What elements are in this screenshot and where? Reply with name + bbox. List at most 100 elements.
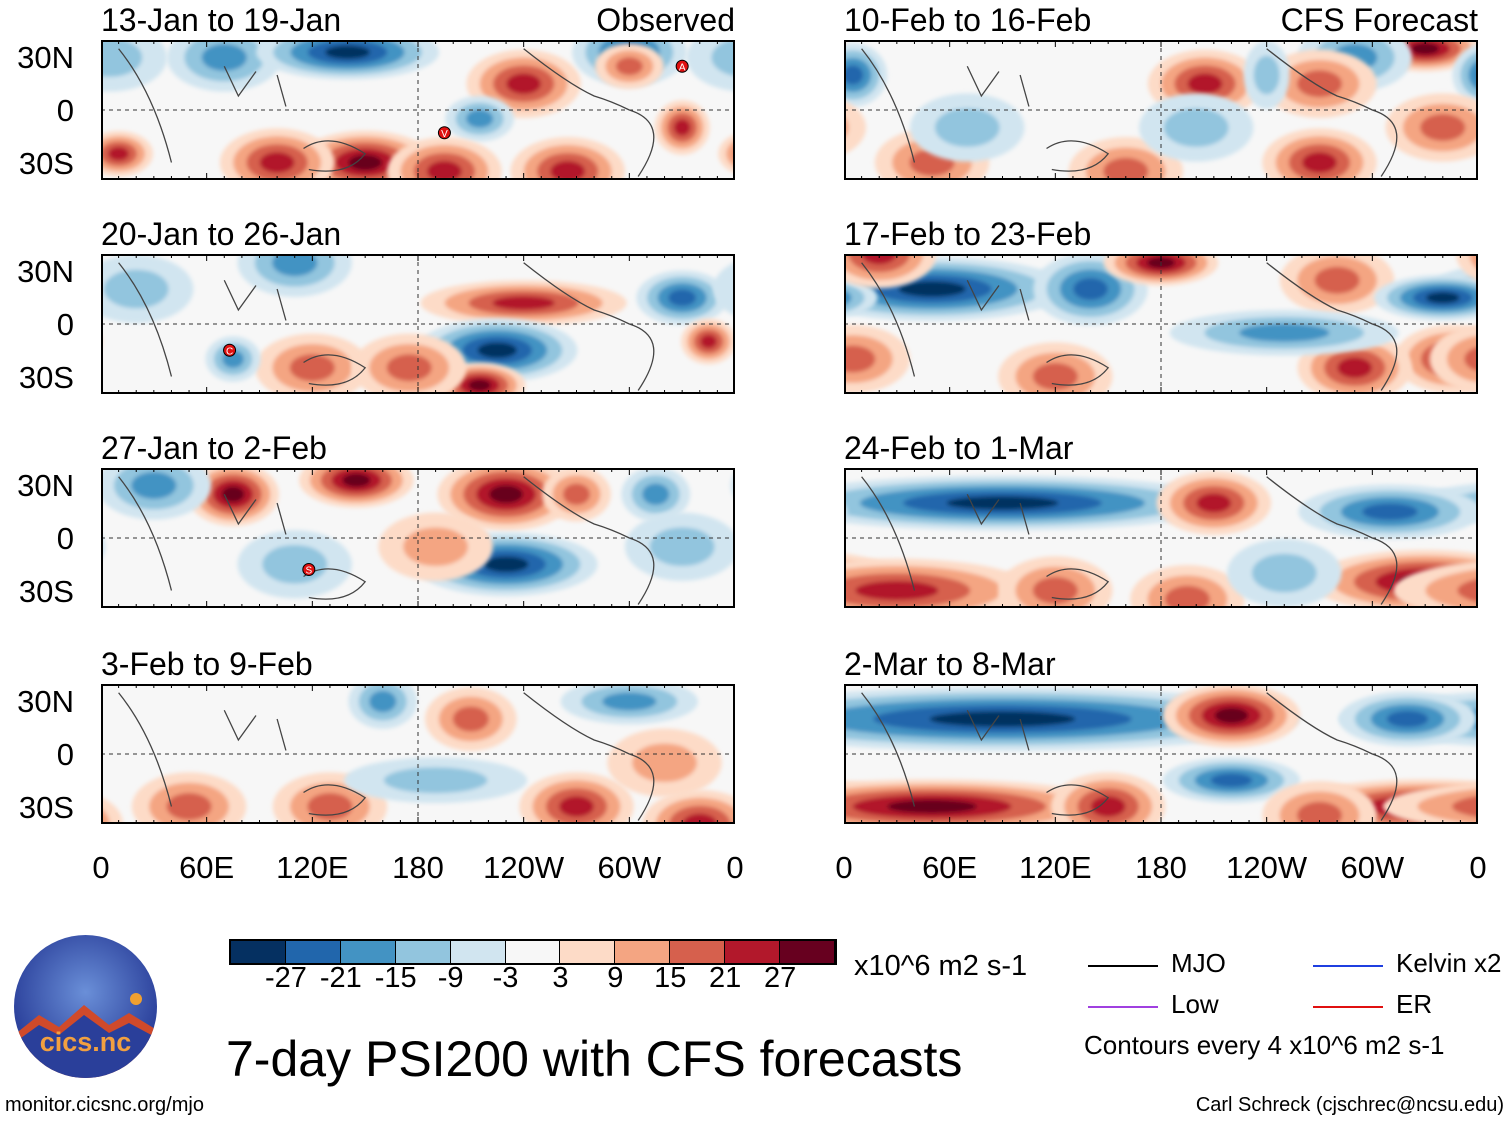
grid-overlay [844,254,1478,394]
logo-text: cics.nc [39,1027,132,1057]
panel-title: 17-Feb to 23-Feb [844,216,1092,252]
negative-anomaly [1162,757,1301,803]
positive-anomaly [1130,565,1245,608]
positive-anomaly [420,280,627,326]
negative-anomaly [844,43,1478,107]
lat-tick-label: 30N [17,468,74,503]
negative-anomaly [1338,691,1477,747]
lat-tick-label: 30S [18,790,74,825]
negative-anomaly [1243,40,1290,110]
panel-title: 13-Jan to 19-Jan [101,2,342,38]
negative-anomaly [101,468,735,520]
legend-line [1313,965,1383,967]
positive-anomaly [510,137,625,180]
map-panel: C [101,254,735,394]
positive-anomaly [219,128,335,180]
positive-anomaly [466,49,581,118]
lat-tick-label: 30N [17,684,74,719]
negative-anomaly [344,757,528,803]
lon-tick-label: 0 [835,850,853,885]
positive-anomaly [255,333,370,394]
legend-label: Low [1171,989,1219,1019]
map-panel: S [101,468,735,608]
lon-tick-label: 0 [726,850,744,885]
negative-anomaly [910,93,1025,162]
positive-anomaly [1162,684,1301,748]
positive-anomaly [131,772,247,824]
lon-tick-label: 120E [276,850,349,885]
storm-marker: C [223,343,237,357]
colorbar-swatch [670,941,726,963]
panel-title: 3-Feb to 9-Feb [101,646,313,682]
negative-anomaly [636,270,728,326]
positive-anomaly [1279,254,1395,315]
negative-anomaly [256,40,440,80]
negative-anomaly [205,336,261,382]
figure-title: 7-day PSI200 with CFS forecasts [226,1031,963,1087]
negative-anomaly [1138,93,1254,162]
positive-anomaly [1262,128,1377,180]
lon-tick-label: 60E [179,850,235,885]
grid-overlay [844,684,1478,824]
negative-anomaly [237,530,352,599]
negative-anomaly [101,40,735,92]
lat-tick-label: 0 [56,737,74,772]
positive-anomaly [101,789,735,824]
positive-anomaly [299,468,414,508]
positive-anomaly [101,131,735,177]
colorbar-tick: 27 [763,962,797,994]
lon-tick-label: 120E [1019,850,1092,885]
colorbar-swatch [780,941,835,963]
negative-anomaly [414,532,598,597]
positive-anomaly [594,43,664,89]
colorbar-swatch [615,941,671,963]
positive-anomaly [844,779,1478,824]
positive-anomaly [519,772,634,824]
negative-anomaly [348,684,418,729]
positive-anomaly [542,468,611,522]
svg-text:A: A [679,62,686,73]
positive-anomaly [1156,471,1272,535]
negative-anomaly [844,275,1478,321]
panel-title: 2-Mar to 8-Mar [844,646,1056,682]
forecast-label: CFS Forecast [1280,2,1478,38]
colorbar-swatch [725,941,781,963]
lon-tick-label: 60W [1340,850,1405,885]
svg-text:C: C [226,346,233,357]
panel-title: 10-Feb to 16-Feb [844,2,1092,38]
lat-tick-label: 30N [17,40,74,75]
storm-marker: S [302,563,316,577]
credit-text: Carl Schreck (cjschrec@ncsu.edu) [1195,1094,1504,1116]
grid-overlay [101,40,735,180]
svg-text:V: V [441,129,448,140]
legend-label: ER [1396,989,1433,1019]
colorbar-tick: -3 [492,962,519,994]
website-link[interactable]: monitor.cicsnc.org/mjo [5,1094,204,1116]
colorbar [229,939,837,965]
colorbar-tick: -21 [319,962,362,994]
legend: MJO Kelvin x2 Low ER Contours every 4 x10^6… [1084,948,1506,1068]
colorbar-swatch [395,941,451,963]
positive-anomaly [425,687,517,751]
lon-tick-label: 60E [922,850,978,885]
colorbar-tick: -15 [374,962,417,994]
negative-anomaly [1169,310,1399,356]
lon-tick-label: 120W [483,850,565,885]
lon-tick-label: 60W [597,850,662,885]
lon-tick-label: 180 [1135,850,1187,885]
colorbar-tick: 21 [709,962,742,994]
positive-anomaly [998,342,1113,394]
colorbar-tick: 15 [654,962,687,994]
negative-anomaly [621,468,691,522]
negative-anomaly [167,40,282,92]
negative-anomaly [560,684,698,725]
panel-title: 20-Jan to 26-Jan [101,216,342,252]
mountain-icon [14,993,157,1078]
positive-anomaly [101,318,735,365]
colorbar-swatch [285,941,341,963]
negative-anomaly [445,96,514,142]
lat-tick-label: 0 [56,521,74,556]
lat-tick-label: 30N [17,254,74,289]
positive-anomaly [844,254,1478,289]
lon-tick-label: 180 [392,850,444,885]
